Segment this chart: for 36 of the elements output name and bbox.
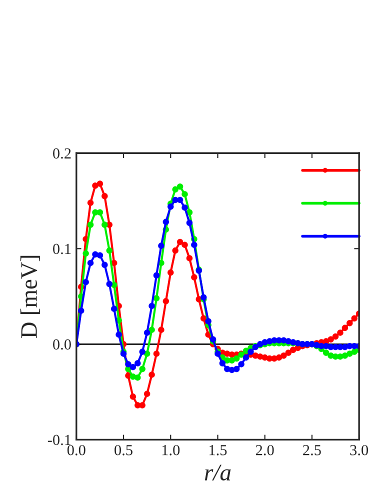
point xyxy=(191,274,198,280)
point xyxy=(162,298,170,304)
point xyxy=(87,200,94,206)
point xyxy=(102,192,108,200)
x-tick-label: 0.0 xyxy=(67,444,86,456)
x-tick-label: 2.0 xyxy=(256,444,274,456)
point xyxy=(148,372,155,378)
point xyxy=(285,350,292,356)
point xyxy=(351,315,358,322)
point xyxy=(158,326,164,333)
y-tick-label: 0.2 xyxy=(53,148,71,159)
point xyxy=(346,320,353,326)
point xyxy=(168,269,174,276)
point xyxy=(337,330,344,336)
x-tick-label: 3.0 xyxy=(350,444,368,456)
x-tick-label: 2.5 xyxy=(303,445,321,456)
x-axis-title: r/a xyxy=(204,464,231,481)
x-tick-label: 0.5 xyxy=(114,444,132,456)
point xyxy=(153,350,160,357)
x-tick-label: 1.0 xyxy=(162,444,180,456)
point xyxy=(280,352,287,359)
point xyxy=(176,238,184,246)
y-tick-label: 0.0 xyxy=(53,339,71,350)
y-axis-title: D [meV] xyxy=(20,256,40,338)
point xyxy=(328,336,334,343)
point xyxy=(144,390,150,397)
point xyxy=(186,255,193,262)
y-tick-label: 0.1 xyxy=(53,244,71,254)
point xyxy=(182,242,188,248)
x-tick-label: 1.5 xyxy=(210,445,227,456)
y-tick-label: -0.1 xyxy=(48,434,71,446)
point xyxy=(96,180,104,187)
point xyxy=(172,247,178,254)
point xyxy=(130,394,136,400)
point xyxy=(342,324,348,332)
point xyxy=(332,333,339,340)
